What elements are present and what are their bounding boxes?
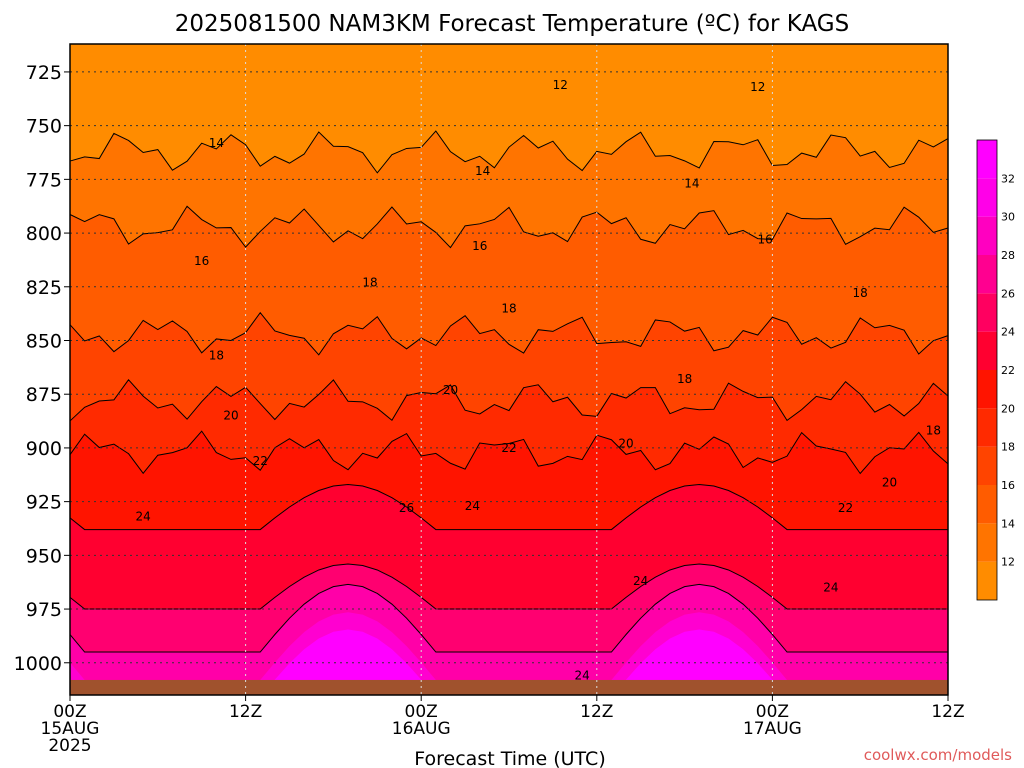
x-tick-label: 12Z [931, 702, 964, 722]
plot-frame [69, 43, 949, 696]
contour-label: 16 [757, 233, 772, 247]
contour-label: 16 [472, 239, 487, 253]
x-tick-label: 00Z [405, 702, 438, 722]
contour-label: 12 [750, 80, 765, 94]
contour-label: 12 [553, 78, 568, 92]
contour-label: 22 [253, 454, 268, 468]
grid-lines [70, 44, 948, 695]
ground-band [70, 679, 948, 695]
chart-title: 2025081500 NAM3KM Forecast Temperature (… [175, 11, 849, 37]
credit-link[interactable]: coolwx.com/models [864, 746, 1012, 764]
contour-label: 24 [465, 499, 480, 513]
contour-label: 18 [362, 275, 377, 289]
colorbar-legend: 12 14 16 18 20 22 24 26 28 30 32 [976, 139, 1015, 601]
colorbar-label: 18 [1001, 441, 1015, 454]
colorbar-label: 22 [1001, 364, 1015, 377]
colorbar-segment [977, 331, 997, 370]
contour-label: 18 [853, 286, 868, 300]
colorbar-label: 24 [1001, 326, 1015, 339]
y-tick-label: 850 [26, 330, 62, 352]
x-tick-label: 12Z [229, 702, 262, 722]
contour-label: 20 [882, 475, 897, 489]
y-tick-label: 900 [26, 438, 62, 460]
colorbar-label: 16 [1001, 479, 1015, 492]
x-tick-label: 00Z [53, 702, 86, 722]
contour-label: 14 [209, 136, 224, 150]
contour-label: 20 [618, 437, 633, 451]
isotherm-line [69, 311, 949, 356]
colorbar-segment [977, 561, 997, 600]
y-tick-label: 1000 [14, 653, 62, 675]
band-fill [70, 629, 948, 695]
colorbar-segment [977, 216, 997, 255]
y-tick-label: 975 [26, 599, 62, 621]
contour-labels: 12 12 14 14 14 16 16 16 18 18 18 18 18 18 20 20 20 20 22 22… [136, 78, 941, 683]
contour-label: 24 [633, 574, 648, 588]
colorbar-label: 14 [1001, 517, 1015, 530]
contour-label: 22 [838, 501, 853, 515]
colorbar-segment [977, 255, 997, 294]
colorbar-segment [977, 140, 997, 179]
contour-label: 24 [823, 581, 838, 595]
colorbar-label: 30 [1001, 211, 1015, 224]
isotherm-line [69, 130, 949, 174]
x-tick-label: 17AUG [743, 719, 802, 739]
colorbar-segment [977, 408, 997, 447]
contour-label: 26 [399, 501, 414, 515]
colorbar-frame [976, 139, 998, 601]
isotherm-line [69, 378, 949, 422]
isotherm-line [69, 430, 949, 475]
y-tick-label: 875 [26, 384, 62, 406]
isotherm-line [69, 583, 948, 653]
contour-label: 24 [575, 669, 590, 683]
x-tick-label: 16AUG [392, 719, 451, 739]
colorbar-label: 20 [1001, 402, 1015, 415]
contour-label: 14 [475, 164, 490, 178]
colorbar-segment [977, 485, 997, 524]
temperature-field [70, 44, 948, 695]
x-tick-label: 00Z [756, 702, 789, 722]
colorbar-label: 32 [1001, 172, 1015, 185]
y-axis: 725 750 775 800 825 850 875 900 925 950 975 1000 [14, 62, 70, 675]
colorbar-segment [977, 178, 997, 217]
y-tick-label: 800 [26, 223, 62, 245]
y-tick-label: 950 [26, 545, 62, 567]
y-tick-label: 725 [26, 62, 62, 84]
colorbar-segment [977, 446, 997, 485]
contour-label: 16 [194, 254, 209, 268]
x-tick-label: 2025 [48, 736, 91, 756]
contour-label: 20 [443, 383, 458, 397]
colorbar-label: 12 [1001, 556, 1015, 569]
isotherm-line [69, 205, 949, 249]
x-tick-label: 15AUG [41, 719, 100, 739]
y-tick-label: 775 [26, 169, 62, 191]
contour-label: 18 [501, 301, 516, 315]
colorbar-segment [977, 293, 997, 332]
colorbar-label: 26 [1001, 287, 1015, 300]
contour-label: 14 [684, 177, 699, 191]
colorbar-segment [977, 523, 997, 562]
colorbar-segment [977, 370, 997, 409]
contour-label: 18 [209, 349, 224, 363]
x-axis-label: Forecast Time (UTC) [414, 748, 605, 768]
contour-label: 22 [501, 441, 516, 455]
contour-label: 24 [136, 510, 151, 524]
contour-label: 20 [223, 409, 238, 423]
colorbar-label: 28 [1001, 249, 1015, 262]
y-tick-label: 925 [26, 492, 62, 514]
contour-label: 18 [677, 372, 692, 386]
y-tick-label: 750 [26, 116, 62, 138]
y-tick-label: 825 [26, 277, 62, 299]
contour-label: 18 [926, 424, 941, 438]
x-tick-label: 12Z [580, 702, 613, 722]
ground-surface [70, 679, 948, 695]
isotherm-line [69, 483, 948, 531]
